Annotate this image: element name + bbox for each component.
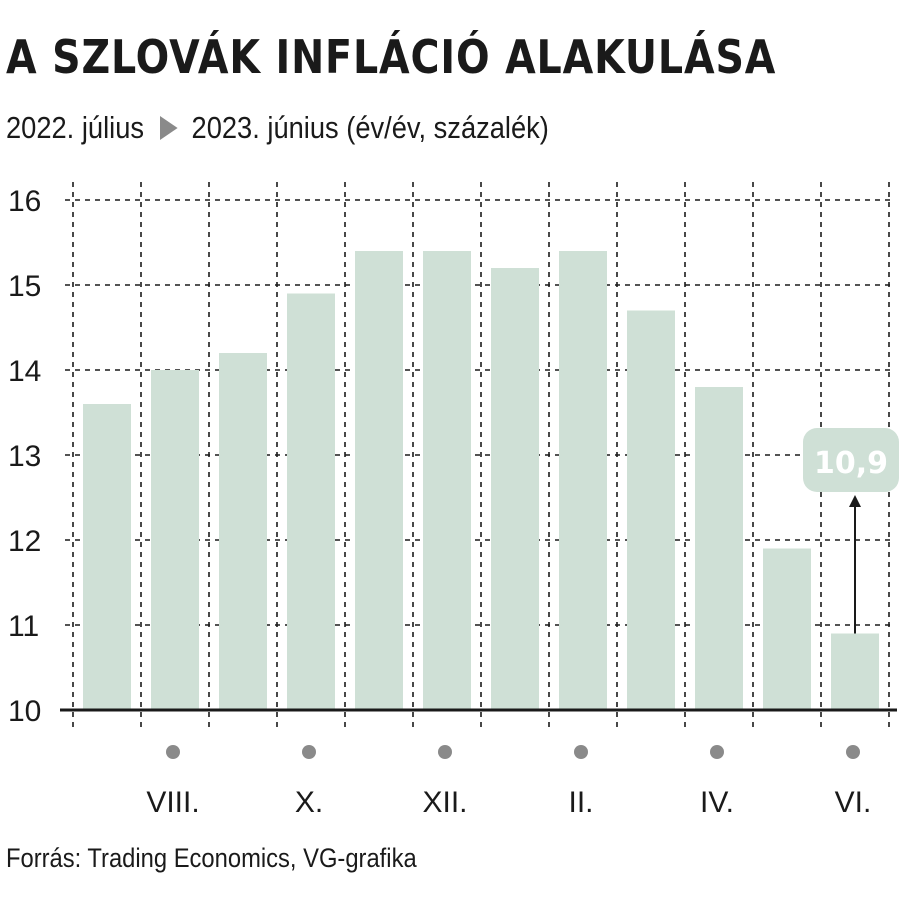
bar (559, 251, 607, 710)
x-tick-label: IV. (700, 786, 734, 819)
bar (423, 251, 471, 710)
y-tick-label: 13 (8, 440, 41, 473)
x-tick-label: XII. (422, 786, 467, 819)
source-note: Forrás: Trading Economics, VG-grafika (6, 843, 417, 873)
arrow-up-icon (849, 495, 861, 507)
chart-subtitle: 2022. július 2023. június (év/év, százal… (6, 110, 549, 146)
x-tick-label: X. (295, 786, 323, 819)
bar (763, 548, 811, 710)
x-tick-dot (846, 745, 860, 759)
y-tick-label: 14 (8, 355, 41, 388)
bar (151, 370, 199, 710)
x-tick-dot (302, 745, 316, 759)
arrow-right-icon (159, 116, 178, 140)
x-tick-label: II. (568, 786, 593, 819)
bar (695, 387, 743, 710)
bar (491, 268, 539, 710)
bar (355, 251, 403, 710)
annotation-value-label: 10,9 (814, 446, 888, 481)
x-tick-dot (438, 745, 452, 759)
bar (287, 293, 335, 710)
x-tick-label: VIII. (146, 786, 199, 819)
x-tick-label: VI. (835, 786, 872, 819)
y-tick-label: 16 (8, 185, 41, 218)
x-tick-dot (574, 745, 588, 759)
y-tick-label: 11 (8, 610, 39, 643)
bar (627, 310, 675, 710)
subtitle-end: 2023. június (év/év, százalék) (191, 110, 549, 145)
y-tick-label: 12 (8, 525, 41, 558)
bar (83, 404, 131, 710)
annotation-callout-box (803, 428, 899, 492)
bar (219, 353, 267, 710)
y-tick-label: 10 (8, 695, 41, 728)
y-tick-label: 15 (8, 270, 41, 303)
chart-title: A SZLOVÁK INFLÁCIÓ ALAKULÁSA (6, 30, 777, 84)
bar (831, 633, 879, 710)
subtitle-start: 2022. július (6, 110, 145, 145)
x-tick-dot (166, 745, 180, 759)
x-tick-dot (710, 745, 724, 759)
